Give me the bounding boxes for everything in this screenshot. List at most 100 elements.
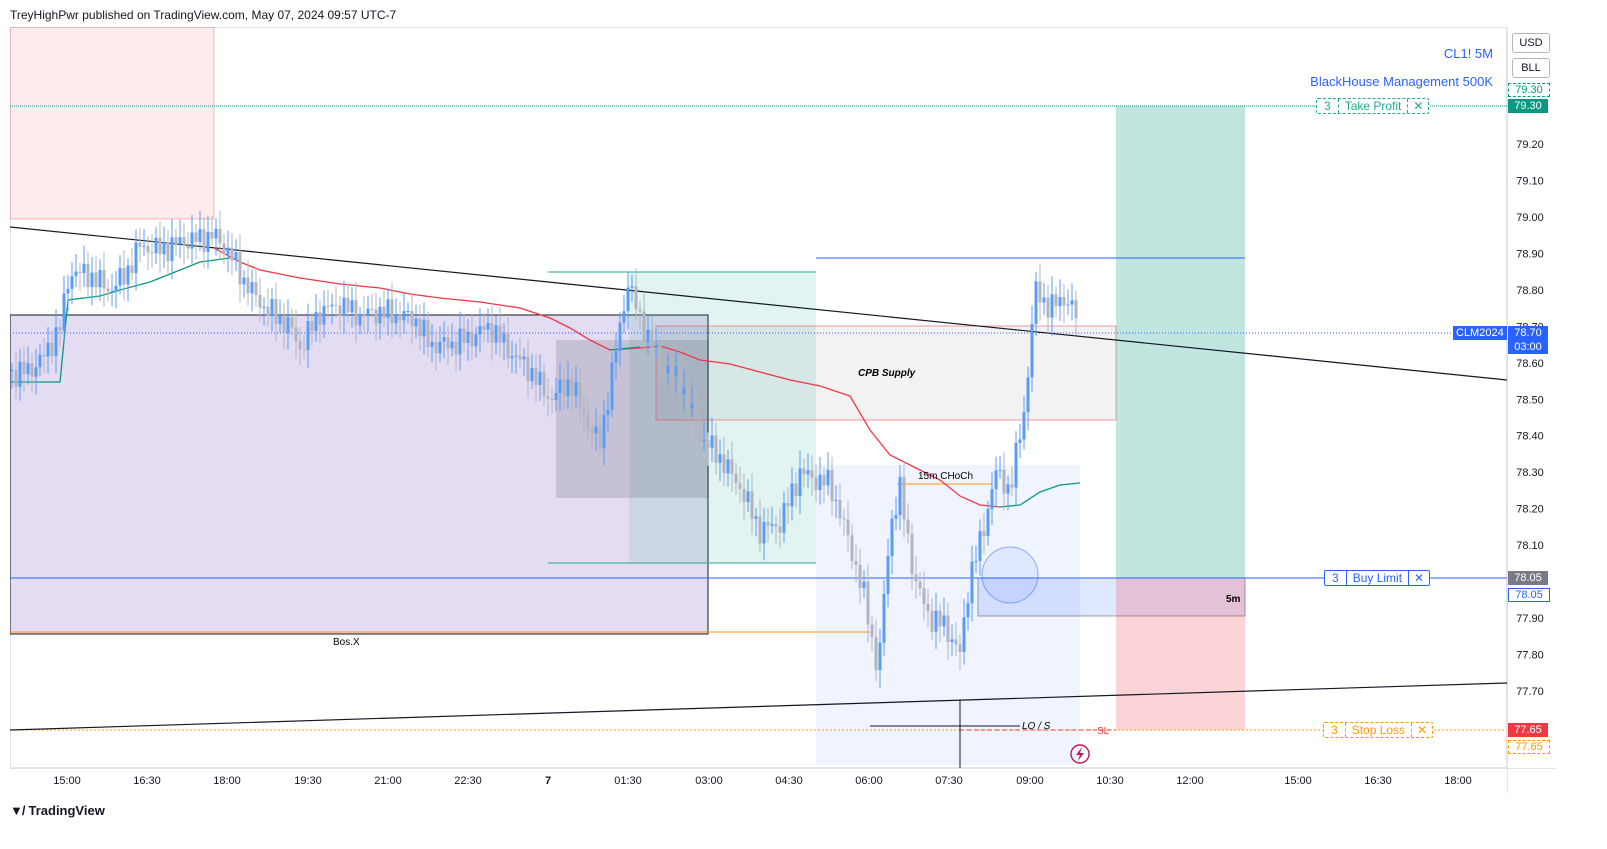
ema-red-line (213, 247, 1001, 508)
price-axis[interactable] (1507, 27, 1556, 768)
candle-body (1066, 304, 1070, 306)
candle-body (58, 327, 62, 331)
candle-body (954, 639, 958, 645)
candle-body (402, 311, 406, 321)
candle-body (638, 309, 642, 312)
five-min-zone (977, 577, 1246, 617)
candle-body (690, 403, 694, 409)
candle-body (122, 268, 126, 285)
candle-body (858, 564, 862, 589)
candle-body (662, 367, 666, 374)
candle-body (374, 309, 378, 324)
candle-body (306, 321, 310, 351)
tradingview-brand[interactable]: ▼/ TradingView (10, 803, 105, 818)
candle-body (462, 328, 466, 343)
candle-body (926, 603, 930, 612)
candle-body (382, 306, 386, 318)
candle-body (478, 326, 482, 335)
candle-body (174, 237, 178, 245)
candle-body (510, 356, 514, 359)
candle-body (150, 252, 154, 254)
candle-body (598, 426, 602, 449)
candle-body (534, 367, 538, 386)
candle-body (938, 610, 942, 627)
buy-limit-label: Buy Limit (1352, 571, 1403, 585)
candle-body (366, 308, 370, 316)
candle-body (322, 305, 326, 325)
stop-loss-order[interactable]: 3 Stop Loss ✕ (1323, 722, 1434, 738)
candle-body (838, 499, 842, 519)
candle-body (146, 245, 150, 253)
time-axis[interactable] (10, 768, 1507, 793)
candle-body (82, 263, 86, 274)
take-profit-close-icon[interactable]: ✕ (1407, 99, 1428, 113)
candle-body (178, 237, 182, 245)
candle-body (38, 354, 42, 368)
cpb-supply-label: CPB Supply (858, 368, 916, 379)
candle-body (934, 610, 938, 632)
candle-body (238, 252, 242, 285)
candle-body (378, 306, 382, 324)
current-price-label: 78.70 (1508, 326, 1548, 340)
candle-body (302, 349, 306, 351)
candle-body (626, 287, 630, 312)
grey-overlay-zone (556, 340, 709, 498)
stop-loss-close-icon[interactable]: ✕ (1411, 723, 1432, 737)
candle-body (470, 331, 474, 347)
buy-limit-order[interactable]: 3 Buy Limit ✕ (1324, 570, 1431, 586)
candle-body (746, 491, 750, 503)
candle-body (1070, 300, 1074, 305)
candle-body (902, 476, 906, 520)
bar-countdown-label: 03:00 (1508, 340, 1548, 354)
candle-body (410, 310, 414, 327)
candle-body (582, 407, 586, 414)
candle-body (602, 415, 606, 449)
candle-body (458, 328, 462, 355)
candle-body (650, 329, 654, 348)
candle-body (158, 237, 162, 255)
candle-body (946, 615, 950, 643)
candle-body (554, 392, 558, 400)
cpb-supply-zone (655, 325, 1117, 421)
candle-body (202, 229, 206, 252)
candle-body (774, 524, 778, 527)
candle-body (734, 473, 738, 484)
buy-limit-close-icon[interactable]: ✕ (1408, 571, 1429, 585)
candle-body (298, 341, 302, 350)
candle-body (590, 429, 594, 434)
candle-body (970, 561, 974, 604)
candle-body (54, 327, 58, 357)
candle-body (974, 561, 978, 563)
stop-loss-price-tag: 77.65 (1508, 740, 1550, 754)
unit-button[interactable]: BLL (1512, 58, 1550, 78)
candle-body (682, 387, 686, 395)
stop-loss-label: Stop Loss (1351, 723, 1406, 737)
candle-body (1074, 300, 1078, 319)
candle-body (442, 337, 446, 342)
candle-body (274, 299, 278, 324)
candle-body (414, 318, 418, 327)
candle-body (1038, 281, 1042, 303)
candle-body (906, 519, 910, 534)
candle-body (562, 379, 566, 397)
candle-body (806, 470, 810, 475)
candle-body (194, 232, 198, 242)
candle-body (782, 502, 786, 533)
candle-body (394, 313, 398, 324)
candle-body (670, 365, 674, 376)
candle-body (102, 270, 106, 289)
candle-body (866, 581, 870, 625)
bos-label: Bos.X (333, 637, 360, 648)
five-min-label: 5m (1226, 594, 1241, 605)
candle-body (730, 459, 734, 474)
candle-body (766, 522, 770, 526)
candle-body (10, 370, 14, 372)
candle-body (890, 518, 894, 556)
candle-body (942, 615, 946, 627)
currency-button[interactable]: USD (1512, 33, 1550, 53)
candle-body (826, 469, 830, 486)
candle-body (786, 502, 790, 507)
entry-circle (981, 546, 1039, 604)
take-profit-order[interactable]: 3 Take Profit ✕ (1316, 98, 1430, 114)
